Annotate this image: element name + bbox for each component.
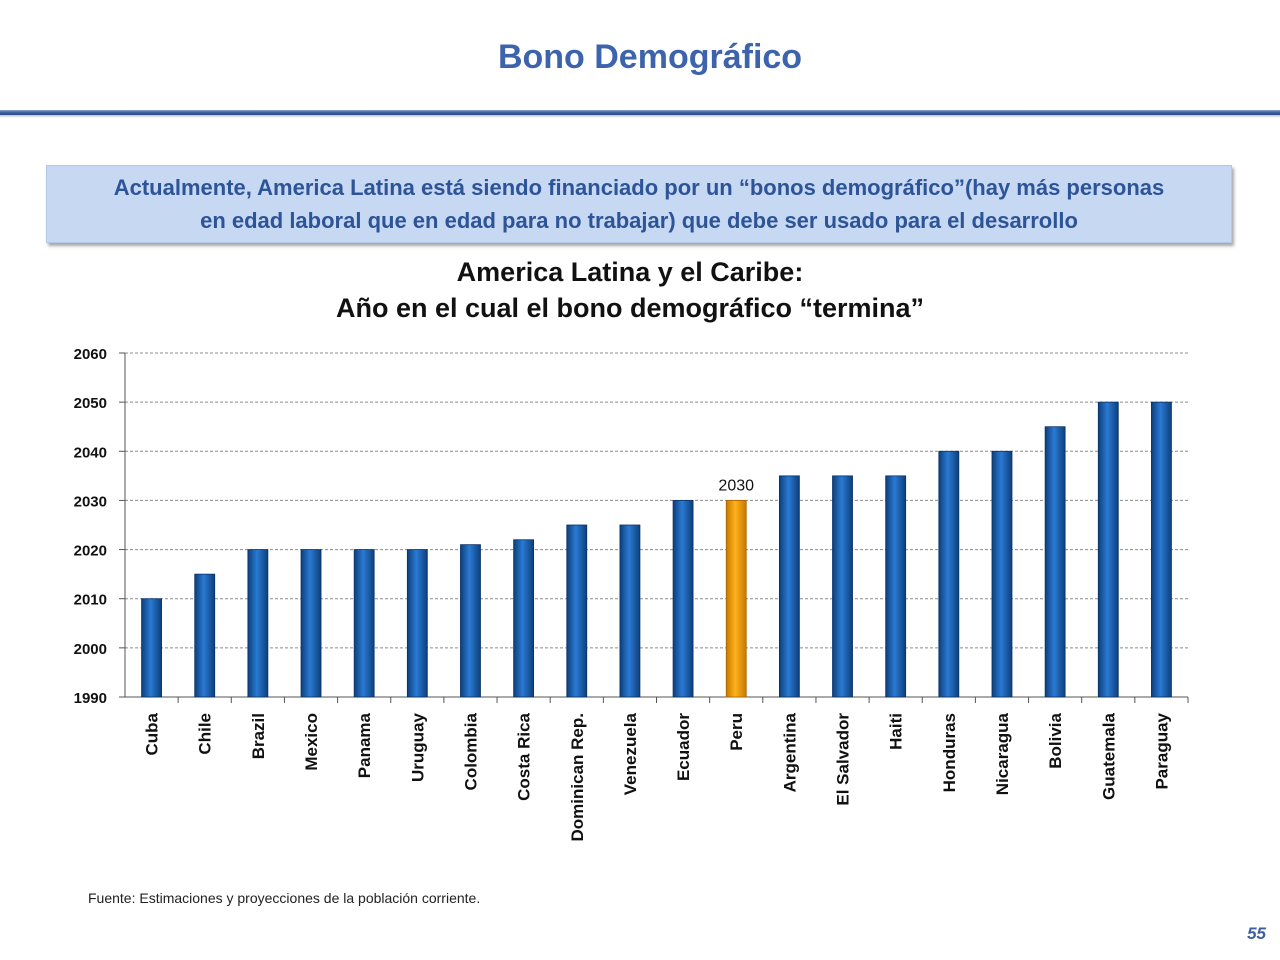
x-tick-label: Peru <box>727 713 746 751</box>
bar-costa-rica <box>513 539 535 698</box>
source-note: Fuente: Estimaciones y proyecciones de l… <box>88 890 481 906</box>
bar-haiti <box>885 475 907 698</box>
x-tick-label: El Salvador <box>834 713 853 806</box>
bar-colombia <box>460 544 481 698</box>
chart-title-line-1: America Latina y el Caribe: <box>456 257 804 287</box>
banner-line-2: en edad laboral que en edad para no trab… <box>200 208 1078 233</box>
x-tick-label: Colombia <box>461 712 480 790</box>
labels: 1990 2000 2010 2020 2030 2040 2050 2060 Cuba Chil… <box>74 346 1172 841</box>
x-tick-label: Venezuela <box>621 712 640 795</box>
y-tick-label: 2040 <box>74 444 107 461</box>
x-tick-label: Argentina <box>780 712 799 792</box>
y-tick-label: 1990 <box>74 690 107 707</box>
x-tick-label: Paraguay <box>1152 712 1171 789</box>
slide-title: Bono Demográfico <box>497 38 803 76</box>
y-tick-label: 2020 <box>74 543 107 560</box>
banner-line-1: Actualmente, America Latina está siendo … <box>113 175 1165 200</box>
bar-el-salvador <box>832 475 853 698</box>
bar-mexico <box>300 549 322 698</box>
x-tick-label: Uruguay <box>408 712 427 782</box>
x-tick-label: Costa Rica <box>515 712 534 800</box>
x-tick-label: Haiti <box>887 713 906 750</box>
chart-title-line-2: Año en el cual el bono demográfico “term… <box>335 293 925 323</box>
x-tick-label: Cuba <box>143 712 162 755</box>
bar-bolivia <box>1044 426 1066 698</box>
y-tick-label: 2000 <box>74 641 107 658</box>
x-tick-label: Nicaragua <box>993 712 1012 795</box>
summary-banner: Actualmente, America Latina está siendo … <box>46 165 1232 243</box>
chart-title: America Latina y el Caribe: Año en el cu… <box>0 254 1260 326</box>
bar-panama <box>353 549 375 698</box>
bar-nicaragua <box>991 450 1013 698</box>
page-number: 55 <box>1247 924 1266 943</box>
bar-peru <box>725 500 747 698</box>
bars <box>141 401 1172 698</box>
x-tick-label: Chile <box>196 713 215 755</box>
title-divider <box>0 110 1280 115</box>
bar-paraguay <box>1151 401 1172 698</box>
x-tick-label: Bolivia <box>1046 712 1065 768</box>
x-tick-label: Dominican Rep. <box>568 713 587 841</box>
bar-uruguay <box>406 549 428 698</box>
bar-guatemala <box>1097 401 1119 698</box>
x-tick-label: Panama <box>355 712 374 778</box>
y-tick-label: 2060 <box>74 346 107 363</box>
bar-chile <box>194 573 216 698</box>
y-tick-label: 2030 <box>74 493 107 510</box>
x-tick-label: Guatemala <box>1099 712 1118 799</box>
title-divider-shadow <box>0 115 1280 118</box>
bar-argentina <box>778 475 800 698</box>
bar-honduras <box>938 450 960 698</box>
banner-text: Actualmente, America Latina está siendo … <box>114 171 1165 237</box>
x-tick-label: Mexico <box>302 713 321 771</box>
bar-ecuador <box>672 500 694 698</box>
bar-cuba <box>141 598 162 698</box>
x-tick-label: Ecuador <box>674 713 693 781</box>
x-tick-label: Brazil <box>249 713 268 759</box>
axes <box>119 352 1189 703</box>
y-tick-label: 2010 <box>74 592 107 609</box>
bar-dominican-rep <box>566 524 588 698</box>
grid-lines <box>125 352 1188 649</box>
x-tick-label: Honduras <box>940 713 959 792</box>
data-label-peru: 2030 <box>718 477 754 494</box>
y-tick-label: 2050 <box>74 395 107 412</box>
bar-venezuela <box>619 524 641 698</box>
bar-brazil <box>247 549 269 698</box>
